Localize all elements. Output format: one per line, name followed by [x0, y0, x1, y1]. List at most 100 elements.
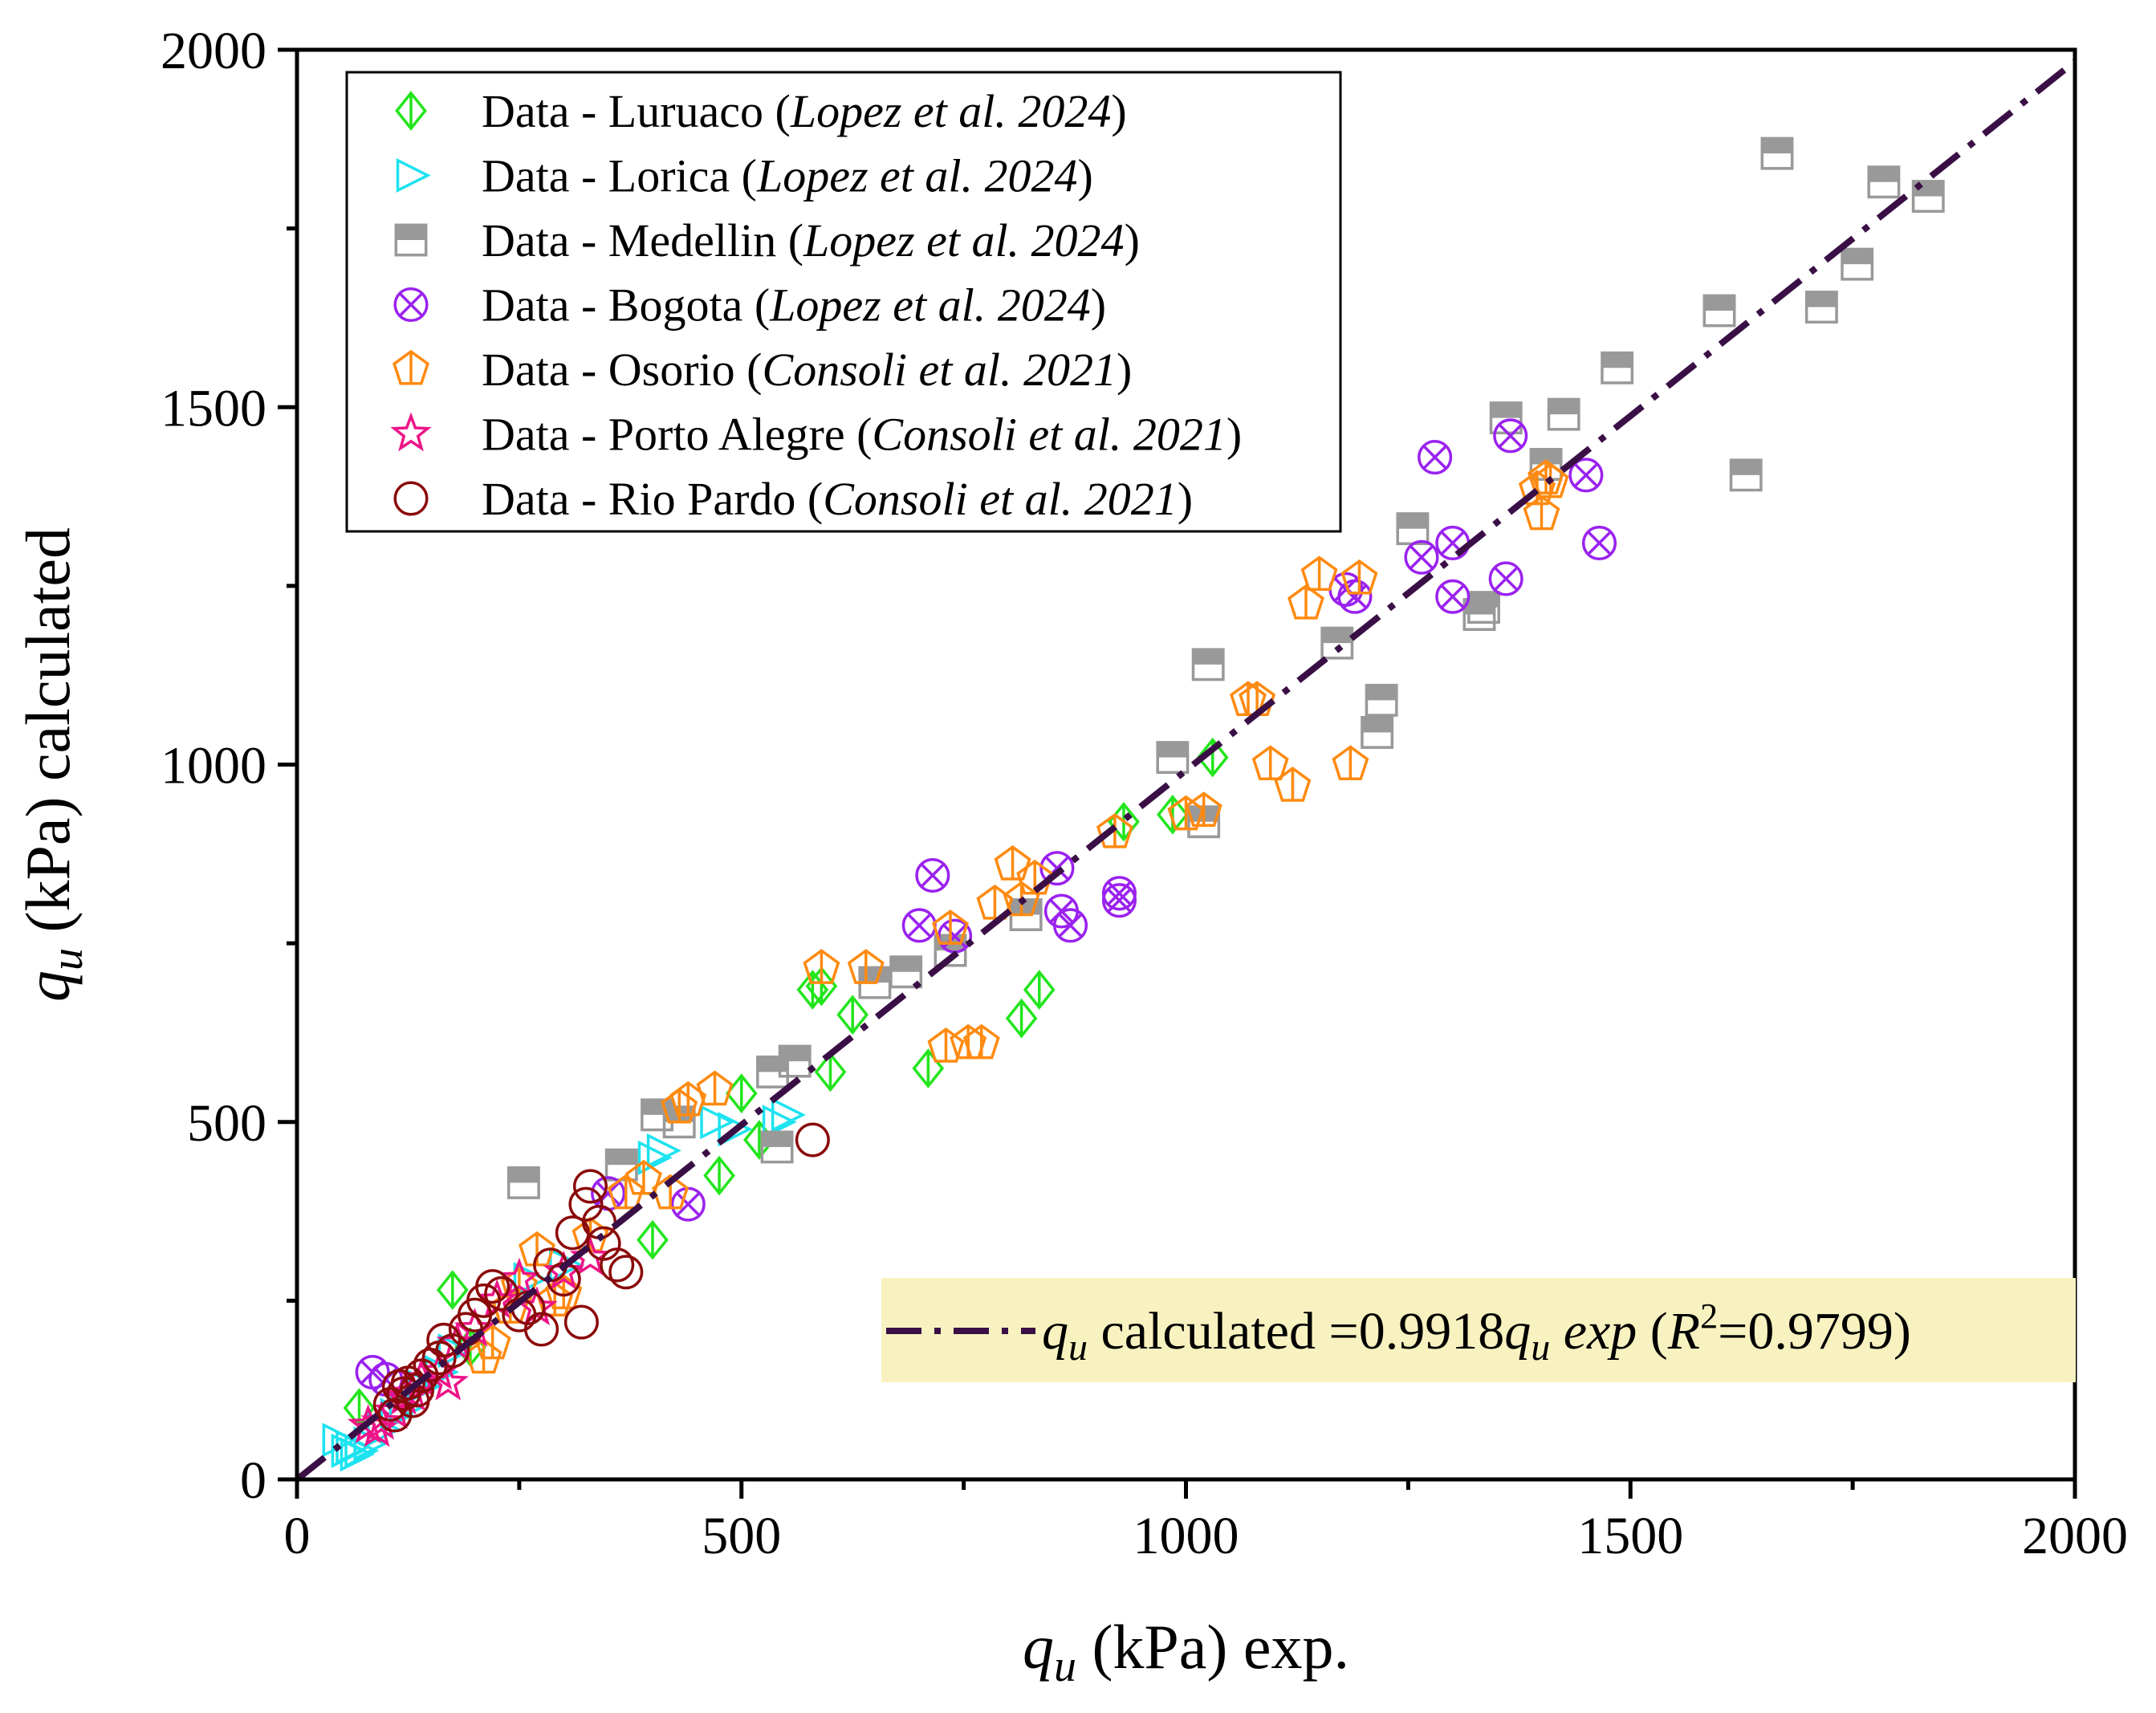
legend-marker — [395, 91, 427, 131]
fit-equation-box: qu calculated =0.9918qu exp (R2=0.9799) — [881, 1278, 2076, 1382]
data-point — [1523, 494, 1560, 531]
data-point — [718, 1112, 753, 1147]
axis-ticks: 00 500 500 1000 1000 1500 1500 2000 2000 — [161, 22, 2128, 1565]
legend-label: Data - Medellin (Lopez et al. 2024) — [482, 214, 1140, 267]
data-point — [1467, 591, 1500, 625]
data-point — [1005, 998, 1038, 1039]
data-point — [563, 1304, 599, 1340]
legend-label: Data - Rio Pardo (Consoli et al. 2021) — [482, 473, 1193, 525]
legend-entry-bogota: Data - Bogota (Lopez et al. 2024) — [393, 279, 1106, 332]
legend-marker — [390, 412, 432, 452]
data-point — [1729, 458, 1763, 492]
data-point — [847, 949, 885, 984]
x-tick-label: 1000 — [1133, 1507, 1239, 1565]
y-axis-title: qu (kPa) calculated — [13, 527, 92, 1002]
data-point — [1052, 908, 1088, 943]
data-point — [1760, 136, 1794, 170]
legend-frame — [345, 71, 1342, 533]
data-point — [524, 1312, 559, 1347]
data-point — [1867, 165, 1901, 199]
legend-marker — [394, 223, 428, 257]
data-point — [700, 1105, 735, 1140]
data-point — [1601, 351, 1634, 385]
data-point — [889, 955, 923, 989]
data-point — [927, 1027, 965, 1063]
series-bogota — [355, 418, 1617, 1397]
y-tick-label: 1000 — [161, 737, 266, 795]
legend-entry-osorio: Data - Osorio (Consoli et al. 2021) — [393, 344, 1132, 396]
data-point — [696, 1070, 734, 1106]
x-tick-label: 0 — [284, 1507, 311, 1565]
data-point — [600, 1247, 635, 1283]
data-point — [1287, 584, 1324, 620]
data-point — [344, 1433, 380, 1468]
series-osorio — [465, 459, 1569, 1374]
data-point — [1547, 397, 1580, 431]
data-point — [976, 884, 1014, 920]
data-point — [377, 1398, 413, 1433]
data-point — [1404, 539, 1439, 575]
data-point — [1568, 458, 1604, 493]
legend-marker — [396, 157, 431, 193]
legend-label: Data - Osorio (Consoli et al. 2021) — [482, 344, 1132, 396]
data-point — [519, 1231, 555, 1267]
data-point — [1418, 440, 1453, 475]
data-point — [404, 1358, 439, 1394]
data-point — [771, 1097, 806, 1133]
data-point — [994, 845, 1031, 881]
y-tick-label: 1500 — [161, 379, 266, 437]
y-tick-label: 500 — [187, 1094, 266, 1153]
legend-label: Data - Porto Alegre (Consoli et al. 2021… — [482, 409, 1242, 461]
series-rio-pardo — [372, 1122, 830, 1433]
x-tick-label: 1500 — [1577, 1507, 1683, 1565]
data-point — [795, 1122, 830, 1158]
data-point — [1337, 579, 1373, 614]
data-point — [661, 1088, 698, 1124]
data-point — [1274, 767, 1312, 802]
legend-label: Data - Luruaco (Lopez et al. 2024) — [482, 85, 1127, 137]
legend-entry-rio-pardo: Data - Rio Pardo (Consoli et al. 2021) — [393, 473, 1193, 525]
data-point — [1804, 291, 1838, 324]
data-point — [506, 1166, 540, 1199]
legend-label: Data - Lorica (Lopez et al. 2024) — [482, 150, 1093, 202]
legend-entry-lorica: Data - Lorica (Lopez et al. 2024) — [396, 150, 1093, 202]
data-point — [1167, 795, 1205, 831]
plot-marks — [295, 59, 2077, 1483]
data-point — [435, 1333, 470, 1369]
data-point — [1101, 876, 1137, 911]
data-point — [1488, 561, 1523, 596]
data-point — [1156, 741, 1190, 775]
data-point — [1185, 791, 1222, 827]
x-tick-label: 500 — [702, 1507, 781, 1565]
fit-equation-background — [881, 1278, 2076, 1382]
legend-marker — [393, 287, 429, 323]
legend: Data - Luruaco (Lopez et al. 2024) Data -… — [345, 71, 1342, 533]
legend-entry-porto-alegre: Data - Porto Alegre (Consoli et al. 2021… — [390, 409, 1242, 461]
data-point — [778, 1044, 812, 1078]
data-point — [1251, 745, 1289, 781]
data-point — [760, 1130, 794, 1164]
data-point — [1320, 626, 1354, 660]
data-point — [1157, 795, 1189, 835]
fit-line — [295, 59, 2077, 1483]
x-axis-title: qu (kPa) exp. — [1023, 1612, 1349, 1691]
x-tick-label: 2000 — [2022, 1507, 2128, 1565]
data-point — [586, 1226, 621, 1261]
data-point — [1361, 715, 1394, 749]
data-point — [646, 1133, 681, 1168]
data-point — [1396, 512, 1430, 546]
legend-entry-luruaco: Data - Luruaco (Lopez et al. 2024) — [395, 85, 1127, 137]
data-point — [513, 1262, 548, 1297]
data-point — [608, 1255, 644, 1290]
data-point — [543, 1250, 585, 1290]
data-point — [604, 1148, 638, 1182]
data-point — [1101, 883, 1137, 918]
data-point — [1340, 559, 1378, 595]
data-point — [962, 1023, 1000, 1060]
legend-entry-medellin: Data - Medellin (Lopez et al. 2024) — [394, 214, 1140, 267]
data-point — [1702, 294, 1736, 328]
fit-equation-text: qu calculated =0.9918qu exp (R2=0.9799) — [1042, 1296, 1911, 1369]
data-point — [836, 995, 869, 1035]
data-point — [1435, 525, 1471, 561]
y-tick-label: 2000 — [161, 22, 266, 80]
